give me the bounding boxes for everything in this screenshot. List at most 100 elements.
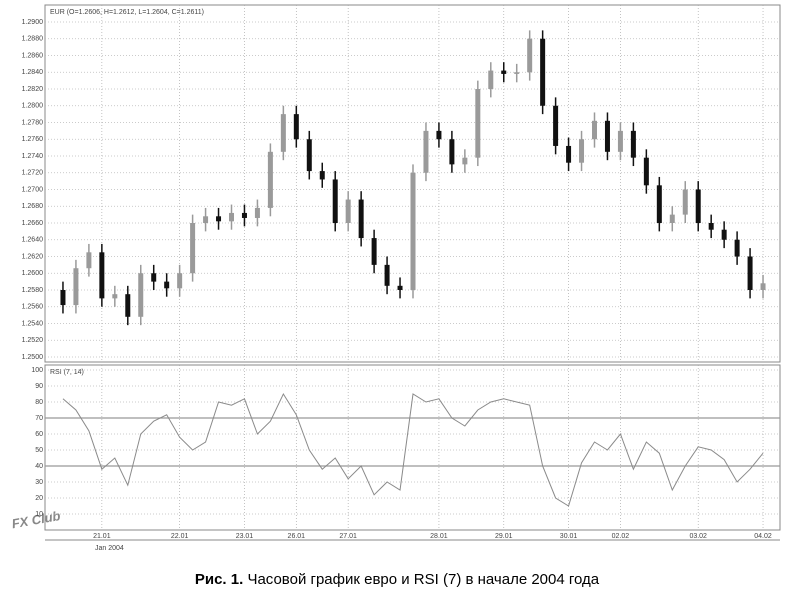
- candle-body: [241, 212, 247, 218]
- candle-body: [371, 238, 377, 265]
- candle-body: [527, 38, 533, 73]
- y-tick-label: 1.2900: [22, 19, 44, 26]
- candle-body: [345, 199, 351, 223]
- candle-body: [423, 130, 429, 173]
- candle-body: [592, 120, 597, 140]
- x-tick-label: 21.01: [93, 533, 111, 540]
- candle-body: [579, 139, 585, 163]
- candle-body: [630, 130, 636, 158]
- candle-body: [656, 185, 662, 223]
- candle-body: [138, 273, 144, 317]
- candle-body: [734, 239, 740, 257]
- x-tick-label: 04.02: [754, 533, 772, 540]
- y-tick-label: 60: [35, 431, 43, 438]
- candle-body: [604, 120, 610, 152]
- y-tick-label: 1.2680: [22, 203, 44, 210]
- candle-body: [566, 145, 572, 163]
- x-axis-label: Jan 2004: [95, 545, 124, 552]
- y-tick-label: 1.2820: [22, 86, 44, 93]
- candle-body: [695, 189, 701, 223]
- x-tick-label: 29.01: [495, 533, 513, 540]
- y-tick-label: 50: [35, 447, 43, 454]
- candle-body: [125, 294, 131, 317]
- x-tick-label: 28.01: [430, 533, 448, 540]
- candle-body: [643, 157, 649, 186]
- caption-text: Часовой график евро и RSI (7) в начале 2…: [247, 571, 599, 588]
- y-tick-label: 1.2860: [22, 52, 44, 59]
- y-tick-label: 1.2520: [22, 337, 44, 344]
- candle-body: [617, 130, 623, 152]
- candle-body: [449, 139, 455, 165]
- y-tick-label: 1.2600: [22, 270, 44, 277]
- x-tick-label: 22.01: [171, 533, 189, 540]
- candle-body: [267, 151, 273, 208]
- y-tick-label: 1.2800: [22, 103, 44, 110]
- candle-body: [177, 273, 183, 289]
- candle-body: [216, 216, 222, 222]
- candle-body: [708, 223, 714, 230]
- y-tick-label: 1.2560: [22, 304, 44, 311]
- y-tick-label: 10: [35, 511, 43, 518]
- rsi-line: [62, 392, 764, 507]
- candle-body: [319, 171, 325, 180]
- price-panel: [44, 4, 781, 363]
- x-tick-label: 03.02: [689, 533, 707, 540]
- y-tick-label: 30: [35, 479, 43, 486]
- candle-body: [86, 252, 92, 269]
- candle-body: [358, 199, 364, 239]
- y-tick-label: 1.2620: [22, 253, 44, 260]
- y-tick-label: 1.2640: [22, 237, 44, 244]
- y-tick-label: 1.2780: [22, 119, 44, 126]
- y-tick-label: 80: [35, 399, 43, 406]
- candle-body: [280, 114, 286, 152]
- candle-body: [306, 139, 312, 172]
- candle-body: [488, 70, 494, 89]
- candle-body: [760, 283, 766, 290]
- x-tick-label: 26.01: [288, 533, 306, 540]
- y-tick-label: 1.2580: [22, 287, 44, 294]
- candle-body: [462, 157, 468, 165]
- candle-body: [99, 252, 105, 299]
- rsi-panel: [44, 364, 781, 531]
- x-tick-label: 30.01: [560, 533, 578, 540]
- caption-label: Рис. 1.: [195, 571, 243, 588]
- candle-body: [501, 70, 507, 74]
- candle-body: [229, 212, 234, 222]
- candle-body: [384, 264, 390, 286]
- y-tick-label: 100: [31, 367, 43, 374]
- x-tick-label: 23.01: [236, 533, 254, 540]
- y-tick-label: 90: [35, 383, 43, 390]
- candle-body: [112, 294, 118, 299]
- price-title: EUR (O=1.2606, H=1.2612, L=1.2604, C=1.2…: [50, 9, 204, 16]
- y-tick-label: 1.2700: [22, 186, 44, 193]
- y-tick-label: 1.2740: [22, 153, 44, 160]
- y-tick-label: 1.2880: [22, 36, 44, 43]
- x-tick-label: 02.02: [612, 533, 630, 540]
- candle-body: [436, 130, 442, 140]
- y-tick-label: 1.2500: [22, 354, 44, 361]
- candle-body: [164, 281, 170, 289]
- y-tick-label: 1.2540: [22, 320, 44, 327]
- candle-body: [721, 229, 727, 240]
- caption: Рис. 1. Часовой график евро и RSI (7) в …: [195, 571, 600, 588]
- y-tick-label: 20: [35, 495, 43, 502]
- candle-body: [669, 214, 675, 223]
- candle-body: [410, 172, 416, 290]
- y-tick-label: 70: [35, 415, 43, 422]
- candle-body: [190, 223, 196, 274]
- candle-body: [475, 89, 481, 158]
- candle-body: [540, 38, 546, 106]
- rsi-title: RSI (7, 14): [50, 369, 84, 376]
- y-tick-label: 1.2660: [22, 220, 44, 227]
- y-tick-label: 1.2720: [22, 170, 44, 177]
- candle-body: [332, 179, 338, 223]
- candle-body: [254, 207, 260, 218]
- y-tick-label: 40: [35, 463, 43, 470]
- y-tick-label: 1.2760: [22, 136, 44, 143]
- x-tick-label: 27.01: [339, 533, 357, 540]
- candle-body: [293, 114, 299, 140]
- candle-body: [60, 290, 66, 306]
- candle-body: [397, 285, 403, 290]
- candle-body: [747, 256, 753, 290]
